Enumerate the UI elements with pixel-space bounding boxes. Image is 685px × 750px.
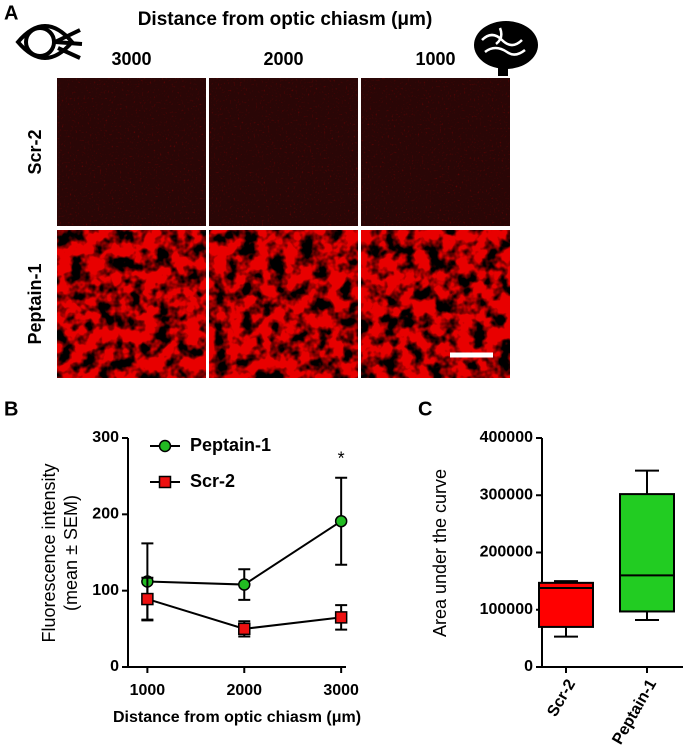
y-tick-label: 0: [524, 658, 533, 675]
brain-icon: [474, 21, 538, 76]
box: [619, 493, 675, 613]
eye-icon: [15, 24, 83, 60]
x-tick-label: Peptain-1: [609, 677, 660, 748]
y-axis-label: (mean ± SEM): [61, 495, 81, 611]
whisker-high: [635, 469, 659, 495]
x-tick-label: 3000: [323, 682, 359, 699]
micrograph-noise: [361, 78, 510, 226]
y-tick-label: 400000: [480, 429, 533, 446]
panel-label: A: [4, 2, 18, 24]
y-tick-label: 100000: [480, 601, 533, 618]
column-label: 2000: [263, 49, 303, 69]
data-point: [141, 592, 154, 606]
y-tick-label: 0: [110, 658, 119, 675]
data-point: [238, 578, 251, 591]
y-tick-label: 100: [92, 582, 119, 599]
data-point: [238, 622, 251, 636]
y-tick-label: 300000: [480, 486, 533, 503]
data-point: [334, 514, 348, 528]
panel-title: Distance from optic chiasm (μm): [138, 9, 433, 30]
legend-marker: [158, 439, 172, 453]
x-tick-label: 2000: [226, 682, 262, 699]
legend-label: Peptain-1: [190, 435, 271, 455]
micrograph-noise: [209, 78, 358, 226]
x-axis-label: Distance from optic chiasm (μm): [113, 709, 361, 726]
x-tick-label: 1000: [130, 682, 166, 699]
micrograph-noise: [57, 230, 206, 378]
y-tick-label: 200000: [480, 544, 533, 561]
panel-label: C: [418, 398, 432, 420]
column-label: 3000: [111, 49, 151, 69]
panel-label: B: [4, 398, 18, 420]
y-axis-label: Fluorescence intensity: [39, 463, 59, 642]
row-label: Scr-2: [25, 129, 45, 174]
box: [538, 581, 594, 628]
y-axis-label: Area under the curve: [430, 469, 450, 637]
y-tick-label: 300: [92, 429, 119, 446]
whisker-low: [554, 626, 578, 638]
y-tick-label: 200: [92, 506, 119, 523]
legend-marker: [158, 475, 172, 489]
column-label: 1000: [415, 49, 455, 69]
row-label: Peptain-1: [25, 263, 45, 344]
whisker-low: [635, 611, 659, 622]
micrograph-noise: [57, 78, 206, 226]
x-tick-label: Scr-2: [544, 677, 579, 720]
data-point: [334, 611, 348, 624]
micrograph-noise: [209, 230, 358, 378]
legend-label: Scr-2: [190, 471, 235, 491]
annotation: *: [338, 448, 345, 468]
